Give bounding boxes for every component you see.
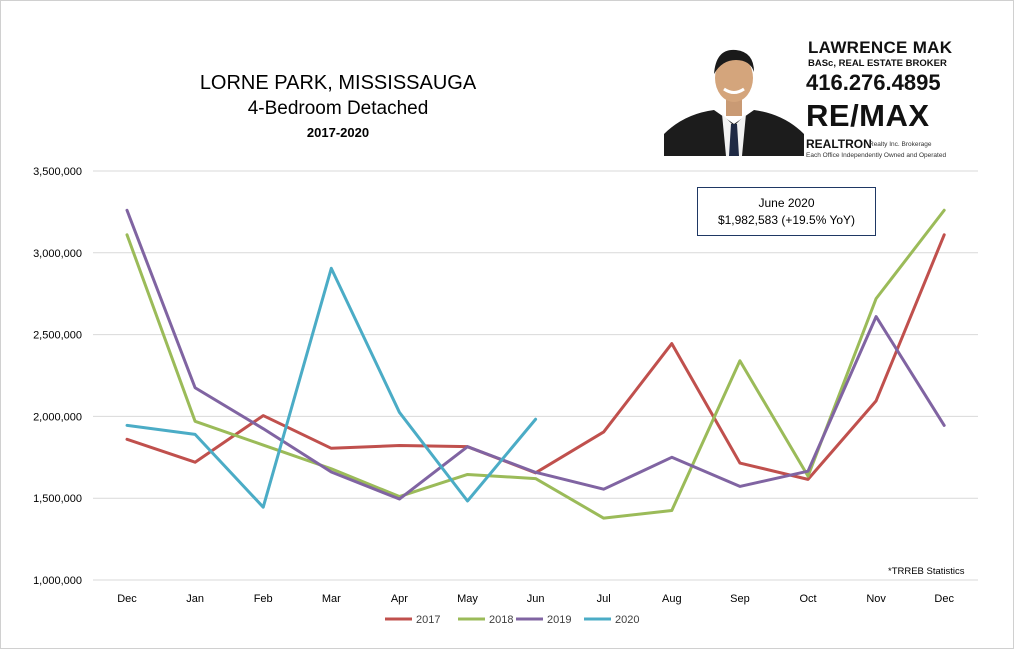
x-tick-label: May bbox=[457, 593, 478, 605]
legend-label-2019: 2019 bbox=[547, 614, 571, 626]
y-tick-label: 2,000,000 bbox=[33, 411, 82, 423]
x-tick-label: Aug bbox=[662, 593, 682, 605]
x-tick-label: Jun bbox=[527, 593, 545, 605]
x-tick-label: Dec bbox=[934, 593, 954, 605]
agent-credentials: BASc, REAL ESTATE BROKER bbox=[808, 58, 947, 69]
x-tick-label: Dec bbox=[117, 593, 137, 605]
series-line-2018 bbox=[125, 208, 946, 520]
brand-logo: RE/MAX bbox=[806, 98, 930, 133]
office-note: Each Office Independently Owned and Oper… bbox=[806, 152, 947, 159]
x-tick-label: Jan bbox=[186, 593, 204, 605]
x-tick-label: Nov bbox=[866, 593, 886, 605]
x-tick-label: Jul bbox=[597, 593, 611, 605]
x-tick-label: Apr bbox=[391, 593, 408, 605]
callout-value: $1,982,583 (+19.5% YoY) bbox=[717, 213, 856, 227]
y-tick-label: 3,000,000 bbox=[33, 248, 82, 260]
series-line-2020 bbox=[125, 266, 538, 509]
legend-label-2017: 2017 bbox=[416, 614, 440, 626]
brokerage-name: REALTRON bbox=[806, 137, 872, 151]
chart-subtitle: 4-Bedroom Detached bbox=[247, 98, 429, 119]
y-tick-label: 1,500,000 bbox=[33, 493, 82, 505]
agent-card: LAWRENCE MAK BASc, REAL ESTATE BROKER 41… bbox=[664, 22, 954, 162]
x-tick-label: Feb bbox=[254, 593, 273, 605]
callout-title: June 2020 bbox=[758, 196, 815, 210]
chart-title: LORNE PARK, MISSISSAUGA bbox=[199, 72, 477, 94]
agent-name: LAWRENCE MAK bbox=[808, 38, 953, 57]
y-tick-label: 2,500,000 bbox=[33, 330, 82, 342]
x-tick-label: Sep bbox=[730, 593, 750, 605]
legend-label-2020: 2020 bbox=[615, 614, 639, 626]
agent-photo bbox=[664, 34, 804, 156]
source-note: *TRREB Statistics bbox=[888, 566, 965, 577]
chart-date-range: 2017-2020 bbox=[306, 125, 370, 140]
x-tick-label: Mar bbox=[322, 593, 341, 605]
chart-title-block: LORNE PARK, MISSISSAUGA 4-Bedroom Detach… bbox=[168, 70, 508, 144]
legend-label-2018: 2018 bbox=[489, 614, 513, 626]
y-tick-label: 1,000,000 bbox=[33, 575, 82, 587]
x-tick-label: Oct bbox=[799, 593, 816, 605]
y-tick-label: 3,500,000 bbox=[33, 166, 82, 178]
agent-phone: 416.276.4895 bbox=[806, 70, 941, 95]
june-2020-callout: June 2020 $1,982,583 (+19.5% YoY) bbox=[697, 187, 876, 236]
brokerage-suffix: Realty Inc. Brokerage bbox=[869, 141, 932, 148]
series-line-2019 bbox=[125, 208, 946, 501]
